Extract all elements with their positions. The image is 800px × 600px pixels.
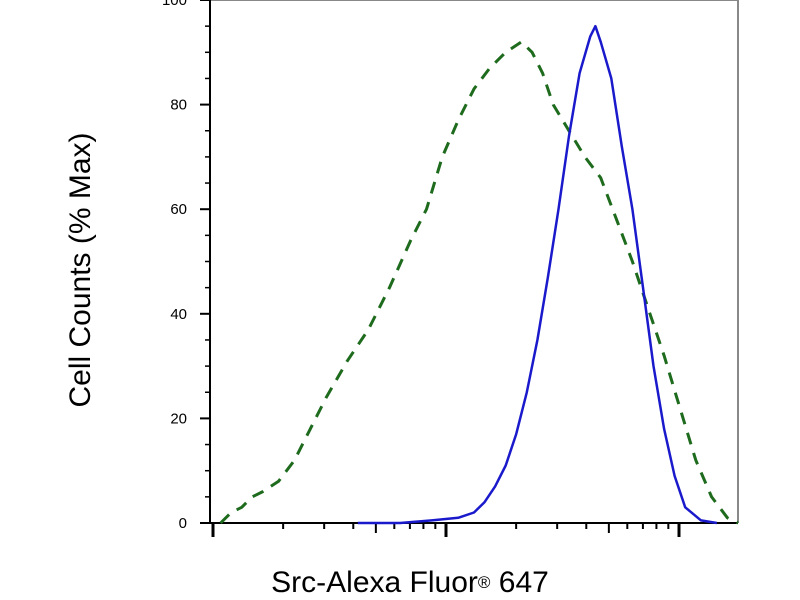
y-tick-label: 100 — [162, 0, 187, 9]
solid-blue-histogram — [357, 24, 718, 525]
y-tick-label: 40 — [170, 306, 187, 323]
x-axis-title-suffix: 647 — [490, 566, 548, 599]
y-axis-title: Cell Counts (% Max) — [64, 132, 97, 407]
registered-mark: ® — [478, 573, 491, 592]
y-axis: 0 20 40 60 80 100 — [162, 0, 210, 532]
dashed-green-histogram — [219, 40, 739, 525]
y-tick-label: 20 — [170, 410, 187, 427]
x-axis-title-main: Src-Alexa Fluor — [271, 566, 478, 599]
series-layer — [219, 24, 739, 525]
x-axis-title: Src-Alexa Fluor® 647 — [271, 566, 549, 599]
y-tick-label: 60 — [170, 201, 187, 218]
y-tick-label: 80 — [170, 97, 187, 114]
x-axis — [211, 523, 681, 537]
y-tick-label: 0 — [179, 515, 187, 532]
plot-frame — [209, 0, 739, 524]
